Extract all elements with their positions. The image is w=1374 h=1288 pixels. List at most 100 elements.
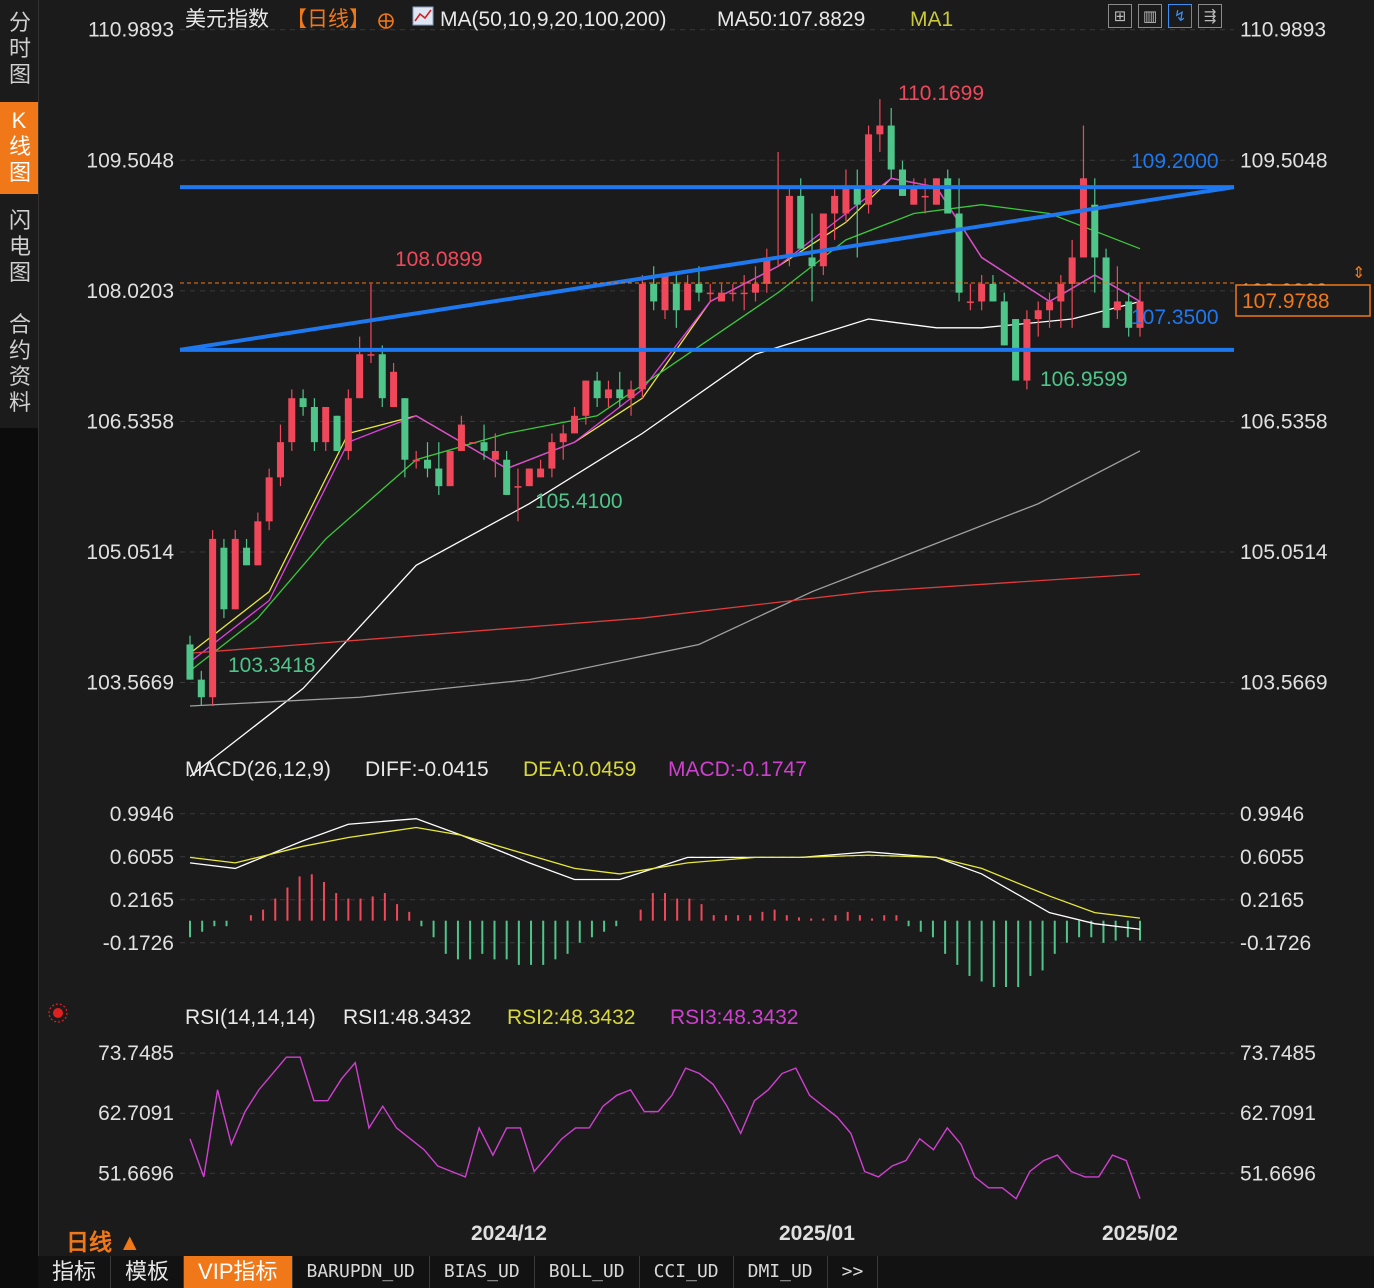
candle-body — [457, 424, 465, 451]
candle-body — [785, 195, 793, 258]
tab-label: 闪电图 — [9, 208, 32, 285]
macd-axis: 0.9946 0.9946 0.6055 0.6055 0.2165 0.2165 -0.1… — [103, 803, 1311, 955]
current-price: 107.9788 — [1242, 290, 1330, 313]
ma20-line — [189, 204, 1141, 672]
candle-body — [763, 257, 771, 284]
period-selector[interactable]: 日线 ▲ — [66, 1229, 142, 1255]
tab-bias[interactable]: BIAS_UD — [430, 1256, 535, 1288]
candle-body — [1068, 257, 1076, 284]
candle — [876, 99, 884, 152]
candle — [446, 450, 454, 487]
candle — [718, 283, 726, 302]
layout-icon[interactable]: ⇶ — [1198, 4, 1222, 28]
candle — [1068, 239, 1076, 328]
candle-body — [288, 398, 296, 443]
candle-body — [322, 406, 330, 443]
candle — [729, 283, 737, 302]
candle-body — [638, 283, 646, 390]
candle — [785, 187, 793, 267]
candle-body — [446, 450, 454, 487]
candle-body — [571, 415, 579, 434]
tab-barupdn[interactable]: BARUPDN_UD — [293, 1256, 430, 1288]
tab-kline-chart[interactable]: K线图 — [0, 102, 38, 194]
candle — [559, 424, 567, 460]
candle — [898, 160, 907, 196]
candle — [243, 538, 251, 566]
period-title[interactable]: 【日线】 — [286, 8, 370, 31]
candle-body — [299, 398, 307, 407]
symbol-title: 美元指数 — [185, 8, 269, 31]
candle — [548, 433, 556, 478]
sidebar-filler — [0, 428, 38, 1288]
macd-tick-label: 0.6055 — [110, 846, 174, 869]
kline-chart[interactable]: 美元指数 【日线】 MA(50,10,9,20,100,200) MA50:10… — [0, 0, 1374, 1256]
rsi-tick-label: 51.6696 — [98, 1162, 174, 1185]
candle — [356, 336, 364, 399]
tab-dmi[interactable]: DMI_UD — [734, 1256, 828, 1288]
price-arrow-icon: ⇕ — [1352, 265, 1365, 282]
macd-lines — [189, 818, 1141, 930]
rsi-settings-icon[interactable] — [48, 1003, 68, 1023]
candle-body — [808, 257, 816, 267]
tab-flash-chart[interactable]: 闪电图 — [0, 208, 38, 294]
time-label-dec: 2024/12 — [471, 1222, 547, 1245]
indicator-icon[interactable] — [412, 6, 434, 26]
grid-lines — [180, 29, 1234, 684]
price-tick-label: 105.0514 — [86, 541, 174, 564]
price-tick-label: 105.0514 — [1240, 541, 1328, 564]
candle-body — [1079, 178, 1087, 258]
macd-tick-label: -0.1726 — [103, 932, 174, 955]
candle — [1136, 283, 1144, 337]
candle — [740, 275, 748, 311]
candle — [1000, 292, 1008, 346]
candle-body — [831, 195, 839, 214]
tab-time-chart[interactable]: 分时图 — [0, 10, 38, 96]
candle — [209, 530, 217, 707]
rsi-tick-label: 62.7091 — [98, 1102, 174, 1125]
tab-templates[interactable]: 模板 — [111, 1256, 185, 1288]
candle — [831, 187, 839, 240]
bar-chart-icon[interactable]: ▥ — [1138, 4, 1162, 28]
time-label-jan: 2025/01 — [779, 1222, 855, 1245]
candle-body — [797, 195, 805, 249]
draw-tool-icon[interactable]: ↯ — [1168, 4, 1192, 28]
candle-body — [265, 477, 273, 522]
candle-body — [695, 283, 703, 293]
macd-tick-label: 0.2165 — [1240, 889, 1304, 912]
tab-vip-indicators[interactable]: VIP指标 — [184, 1256, 293, 1288]
right-price-axis: 110.9893109.5048108.0203106.5358105.0514… — [1240, 19, 1328, 695]
candle-body — [672, 283, 680, 311]
moving-average-lines — [189, 177, 1141, 777]
candle — [525, 468, 533, 487]
ma100-line — [189, 450, 1141, 707]
candle — [604, 380, 612, 407]
price-tick-label: 106.5358 — [86, 410, 174, 433]
candle — [593, 371, 601, 407]
candle-body — [503, 459, 511, 495]
candle-body — [559, 433, 567, 443]
candle-body — [254, 521, 262, 566]
tab-contract-info[interactable]: 合约资料 — [0, 312, 38, 424]
tab-boll[interactable]: BOLL_UD — [535, 1256, 640, 1288]
tab-indicators[interactable]: 指标 — [38, 1256, 112, 1288]
candle — [1102, 248, 1110, 328]
candle — [944, 169, 952, 214]
candle-body — [593, 380, 601, 399]
candle-body — [740, 292, 748, 295]
candle-body — [921, 195, 929, 198]
candle-body — [367, 354, 375, 356]
macd-tick-label: 0.9946 — [110, 803, 174, 826]
candle — [514, 468, 522, 522]
tab-more[interactable]: >> — [828, 1256, 879, 1288]
candle-body — [684, 283, 692, 311]
price-tick-label: 106.5358 — [1240, 410, 1328, 433]
candle — [1091, 178, 1099, 293]
tab-cci[interactable]: CCI_UD — [640, 1256, 734, 1288]
grid-icon[interactable]: ⊞ — [1108, 4, 1132, 28]
settings-icon[interactable] — [378, 13, 394, 29]
candle — [457, 415, 465, 451]
rsi1-value: RSI1:48.3432 — [343, 1006, 471, 1029]
candle — [989, 275, 997, 302]
candle — [254, 512, 262, 566]
annotation-low-right: 106.9599 — [1040, 368, 1128, 391]
